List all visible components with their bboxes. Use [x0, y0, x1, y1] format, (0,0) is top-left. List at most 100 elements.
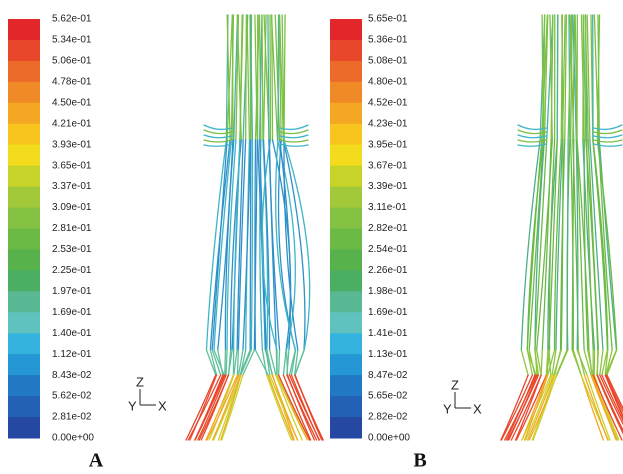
colorbar-label: 4.52e-01 — [368, 97, 408, 108]
vessel-streamlines — [501, 15, 623, 440]
vessel-streamlines — [186, 15, 323, 440]
colorbar-band — [8, 40, 40, 61]
streamline — [251, 140, 252, 350]
colorbar-label: 4.78e-01 — [52, 76, 92, 87]
streamline — [567, 140, 568, 350]
streamline — [270, 350, 276, 375]
colorbar-label: 2.53e-01 — [52, 244, 92, 255]
colorbar-label: 3.65e-01 — [52, 160, 92, 171]
colorbar-label: 4.23e-01 — [368, 118, 408, 129]
colorbar-band — [330, 145, 362, 166]
triad-label: Z — [136, 374, 144, 389]
streamline — [246, 15, 247, 140]
colorbar-label: 3.95e-01 — [368, 139, 408, 150]
colorbar-label: 2.82e-02 — [368, 412, 408, 423]
colorbar-band — [8, 270, 40, 291]
colorbar-label: 1.69e-01 — [368, 307, 408, 318]
colorbar-band — [8, 187, 40, 208]
colorbar-band — [330, 249, 362, 270]
colorbar-label: 5.62e-01 — [52, 14, 92, 25]
streamline — [283, 350, 286, 375]
colorbar-band — [330, 312, 362, 333]
colorbar-label: 2.54e-01 — [368, 244, 408, 255]
colorbar-label: 5.65e-01 — [368, 14, 408, 25]
colorbar-band — [8, 208, 40, 229]
panel-label: B — [413, 450, 426, 472]
colorbar-label: 2.82e-01 — [368, 223, 408, 234]
streamline — [541, 350, 542, 375]
colorbar-band — [330, 396, 362, 417]
streamline — [262, 15, 263, 140]
colorbar-label: 2.81e-02 — [52, 412, 92, 423]
colorbar-label: 4.50e-01 — [52, 97, 92, 108]
colorbar-band — [8, 61, 40, 82]
colorbar-band — [8, 166, 40, 187]
colorbar-band — [330, 124, 362, 145]
colorbar-label: 2.26e-01 — [368, 265, 408, 276]
colorbar-band — [8, 229, 40, 250]
triad-label: Y — [443, 401, 452, 416]
panel: 5.65e-015.36e-015.08e-014.80e-014.52e-01… — [330, 14, 623, 472]
colorbar-label: 8.47e-02 — [368, 370, 408, 381]
colorbar-label: 3.09e-01 — [52, 202, 92, 213]
colorbar-label: 2.81e-01 — [52, 223, 92, 234]
streamline — [284, 15, 285, 140]
colorbar-band — [330, 61, 362, 82]
colorbar-label: 1.13e-01 — [368, 349, 408, 360]
colorbar-label: 1.40e-01 — [52, 328, 92, 339]
colorbar-label: 5.36e-01 — [368, 35, 408, 46]
colorbar-label: 5.62e-02 — [52, 391, 92, 402]
colorbar-label: 4.80e-01 — [368, 76, 408, 87]
colorbar-label: 5.06e-01 — [52, 56, 92, 67]
colorbar-band — [330, 375, 362, 396]
streamline — [526, 375, 552, 440]
colorbar-label: 0.00e+00 — [368, 433, 410, 444]
colorbar-band — [330, 417, 362, 438]
colorbar-label: 8.43e-02 — [52, 370, 92, 381]
colorbar-band — [330, 82, 362, 103]
colorbar-band — [8, 396, 40, 417]
colorbar-band — [330, 354, 362, 375]
colorbar-band — [330, 166, 362, 187]
streamline — [573, 350, 581, 375]
colorbar-band — [330, 333, 362, 354]
colorbar-label: 4.21e-01 — [52, 118, 92, 129]
colorbar-band — [8, 375, 40, 396]
colorbar-label: 1.41e-01 — [368, 328, 408, 339]
streamline — [279, 350, 280, 375]
colorbar-band — [330, 103, 362, 124]
colorbar-band — [8, 291, 40, 312]
axis-triad: ZY X — [443, 377, 482, 416]
streamline — [226, 350, 227, 375]
colorbar-label: 2.25e-01 — [52, 265, 92, 276]
colorbar-band — [8, 312, 40, 333]
colorbar-band — [8, 82, 40, 103]
triad-label: X — [158, 398, 167, 413]
streamline — [237, 350, 238, 375]
colorbar-label: 1.97e-01 — [52, 286, 92, 297]
colorbar-band — [8, 124, 40, 145]
triad-label: X — [473, 401, 482, 416]
panel: 5.62e-01 5.34e-01 5.06e-01 4.78e-01 4.50e-01… — [8, 14, 323, 472]
colorbar: 5.62e-01 5.34e-01 5.06e-01 4.78e-01 4.50e-01… — [8, 14, 94, 444]
colorbar-band — [8, 145, 40, 166]
colorbar-label: 5.34e-01 — [52, 35, 92, 46]
colorbar-label: 3.11e-01 — [368, 202, 407, 213]
colorbar-band — [330, 40, 362, 61]
colorbar-label: 3.39e-01 — [368, 181, 408, 192]
colorbar-label: 5.65e-02 — [368, 391, 408, 402]
triad-label: Z — [451, 377, 459, 392]
streamline — [521, 350, 528, 375]
streamline — [234, 350, 237, 375]
colorbar-band — [8, 354, 40, 375]
colorbar-label: 1.98e-01 — [368, 286, 408, 297]
colorbar-label: 1.69e-01 — [52, 307, 92, 318]
streamline — [269, 140, 280, 350]
streamline — [255, 140, 256, 350]
axis-triad: ZYX — [128, 374, 167, 413]
colorbar-band — [8, 333, 40, 354]
colorbar-band — [8, 417, 40, 438]
colorbar-label: 0.00e+00 — [52, 433, 94, 444]
colorbar-band — [330, 291, 362, 312]
streamline — [225, 350, 226, 375]
